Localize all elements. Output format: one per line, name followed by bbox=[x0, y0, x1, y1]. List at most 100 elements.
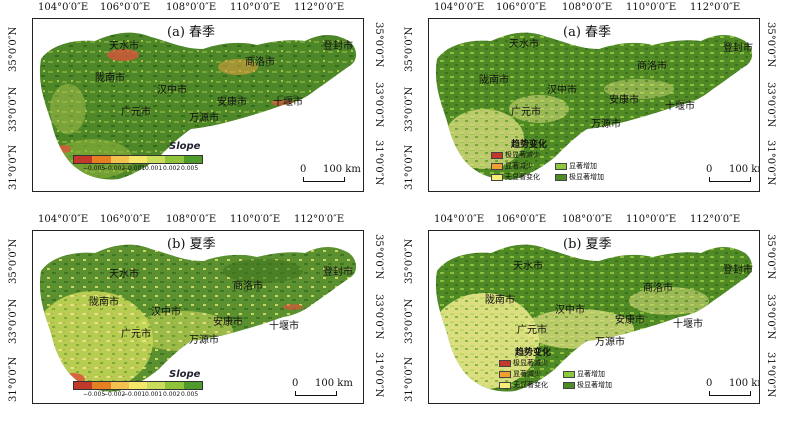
lat-label-right: 31°0′0″N bbox=[373, 352, 384, 398]
map-panel-spring-slope: 104°0′0″E 106°0′0″E 108°0′0″E 110°0′0″E … bbox=[0, 0, 390, 210]
trend-legend-item: 无显著变化 bbox=[491, 172, 540, 182]
trend-legend-title: 趋势变化 bbox=[515, 348, 552, 358]
lon-label-top: 104°0′0″E bbox=[434, 214, 485, 225]
lon-label-top: 108°0′0″E bbox=[562, 2, 613, 13]
city-label-shiyan: 十堰市 bbox=[665, 101, 695, 112]
slope-tick: −0.001 bbox=[123, 165, 146, 172]
lat-label-left: 31°0′0″N bbox=[8, 356, 19, 402]
city-label-hanzhong: 汉中市 bbox=[555, 305, 585, 316]
slope-tick: −0.002 bbox=[103, 391, 126, 398]
lat-label-left: 33°0′0″N bbox=[404, 86, 415, 132]
slope-tick: −0.005 bbox=[83, 391, 106, 398]
city-label-dengfeng: 登封市 bbox=[723, 43, 753, 54]
lat-label-left: 31°0′0″N bbox=[8, 144, 19, 190]
map-frame: (a) 春季 天水市 登封市 商洛市 陇南市 汉中市 安康市 十堰市 广元市 万… bbox=[32, 18, 364, 192]
city-label-wanyuan: 万源市 bbox=[595, 337, 625, 348]
lat-label-left: 35°0′0″N bbox=[8, 238, 19, 284]
city-label-wanyuan: 万源市 bbox=[189, 335, 219, 346]
map-frame: (b) 夏季 天水市 登封市 商洛市 陇南市 汉中市 安康市 十堰市 广元市 万… bbox=[428, 230, 760, 404]
city-label-shiyan: 十堰市 bbox=[673, 319, 703, 330]
city-label-guangyuan: 广元市 bbox=[121, 107, 151, 118]
lat-label-left: 33°0′0″N bbox=[8, 298, 19, 344]
lat-label-left: 35°0′0″N bbox=[8, 26, 19, 72]
lat-label-right: 31°0′0″N bbox=[765, 140, 776, 186]
slope-colorbar bbox=[73, 155, 203, 164]
lat-label-left: 35°0′0″N bbox=[404, 26, 415, 72]
slope-legend-title: Slope bbox=[169, 141, 201, 152]
map-panel-summer-slope: 104°0′0″E 106°0′0″E 108°0′0″E 110°0′0″E … bbox=[0, 212, 390, 422]
slope-tick: 0.002 bbox=[163, 165, 181, 172]
city-label-dengfeng: 登封市 bbox=[723, 265, 753, 276]
city-label-shiyan: 十堰市 bbox=[269, 321, 299, 332]
lat-label-right: 33°0′0″N bbox=[373, 294, 384, 340]
city-label-hanzhong: 汉中市 bbox=[151, 307, 181, 318]
city-label-hanzhong: 汉中市 bbox=[157, 85, 187, 96]
trend-legend-item: 极显著增加 bbox=[563, 380, 612, 390]
lon-label-top: 108°0′0″E bbox=[562, 214, 613, 225]
lat-label-left: 31°0′0″N bbox=[404, 144, 415, 190]
lon-label-top: 106°0′0″E bbox=[100, 214, 151, 225]
trend-legend-item: 极显著减少 bbox=[499, 358, 548, 368]
lon-label-top: 112°0′0″E bbox=[690, 2, 741, 13]
city-label-longnan: 陇南市 bbox=[89, 297, 119, 308]
city-label-ankang: 安康市 bbox=[615, 315, 645, 326]
city-label-guangyuan: 广元市 bbox=[517, 325, 547, 336]
lat-label-left: 31°0′0″N bbox=[404, 356, 415, 402]
map-frame: (a) 春季 天水市 登封市 商洛市 陇南市 汉中市 安康市 十堰市 广元市 万… bbox=[428, 18, 760, 192]
slope-tick: 0.005 bbox=[181, 391, 199, 398]
trend-legend-item: 显著增加 bbox=[555, 161, 597, 171]
panel-title: (b) 夏季 bbox=[563, 237, 612, 252]
slope-tick: 0.002 bbox=[163, 391, 181, 398]
lat-label-right: 31°0′0″N bbox=[373, 140, 384, 186]
region-map bbox=[435, 244, 753, 392]
lon-label-top: 112°0′0″E bbox=[294, 2, 345, 13]
lat-label-left: 35°0′0″N bbox=[404, 238, 415, 284]
city-label-wanyuan: 万源市 bbox=[189, 113, 219, 124]
city-label-dengfeng: 登封市 bbox=[323, 267, 353, 278]
city-label-tianshui: 天水市 bbox=[109, 269, 139, 280]
lat-label-right: 35°0′0″N bbox=[765, 234, 776, 280]
city-label-shangluo: 商洛市 bbox=[233, 281, 263, 292]
lon-label-top: 108°0′0″E bbox=[166, 214, 217, 225]
city-label-shangluo: 商洛市 bbox=[245, 57, 275, 68]
lon-label-top: 106°0′0″E bbox=[496, 214, 547, 225]
panel-title: (a) 春季 bbox=[563, 25, 612, 40]
lon-label-top: 110°0′0″E bbox=[230, 214, 281, 225]
lon-label-top: 110°0′0″E bbox=[626, 2, 677, 13]
trend-legend-item: 显著减少 bbox=[499, 369, 541, 379]
lon-label-top: 106°0′0″E bbox=[496, 2, 547, 13]
decrease-patch bbox=[283, 304, 303, 310]
trend-legend-item: 显著减少 bbox=[491, 161, 533, 171]
city-label-shiyan: 十堰市 bbox=[273, 97, 303, 108]
lon-label-top: 110°0′0″E bbox=[626, 214, 677, 225]
trend-legend-item: 极显著增加 bbox=[555, 172, 604, 182]
city-label-longnan: 陇南市 bbox=[485, 295, 515, 306]
city-label-longnan: 陇南市 bbox=[95, 73, 125, 84]
city-label-guangyuan: 广元市 bbox=[511, 107, 541, 118]
lat-label-right: 35°0′0″N bbox=[765, 22, 776, 68]
lon-label-top: 112°0′0″E bbox=[294, 214, 345, 225]
slope-tick: −0.002 bbox=[103, 165, 126, 172]
lat-label-left: 33°0′0″N bbox=[8, 86, 19, 132]
city-label-shangluo: 商洛市 bbox=[637, 61, 667, 72]
region-map bbox=[435, 32, 753, 180]
city-label-wanyuan: 万源市 bbox=[591, 119, 621, 130]
slope-colorbar bbox=[73, 381, 203, 390]
map-panel-summer-trend: 104°0′0″E 106°0′0″E 108°0′0″E 110°0′0″E … bbox=[396, 212, 786, 422]
slope-tick: 0.001 bbox=[145, 391, 163, 398]
region-map bbox=[39, 244, 357, 392]
city-label-ankang: 安康市 bbox=[213, 317, 243, 328]
city-label-ankang: 安康市 bbox=[609, 95, 639, 106]
city-label-longnan: 陇南市 bbox=[479, 75, 509, 86]
trend-legend-item: 极显著减少 bbox=[491, 150, 540, 160]
lon-label-top: 108°0′0″E bbox=[166, 2, 217, 13]
trend-legend-title: 趋势变化 bbox=[511, 140, 548, 150]
lon-label-top: 112°0′0″E bbox=[690, 214, 741, 225]
slope-tick: 0.005 bbox=[181, 165, 199, 172]
lat-label-right: 33°0′0″N bbox=[373, 82, 384, 128]
city-label-dengfeng: 登封市 bbox=[323, 41, 353, 52]
slope-legend-title: Slope bbox=[169, 369, 201, 380]
slope-tick: 0.001 bbox=[145, 165, 163, 172]
city-label-guangyuan: 广元市 bbox=[121, 329, 151, 340]
city-label-shangluo: 商洛市 bbox=[643, 283, 673, 294]
